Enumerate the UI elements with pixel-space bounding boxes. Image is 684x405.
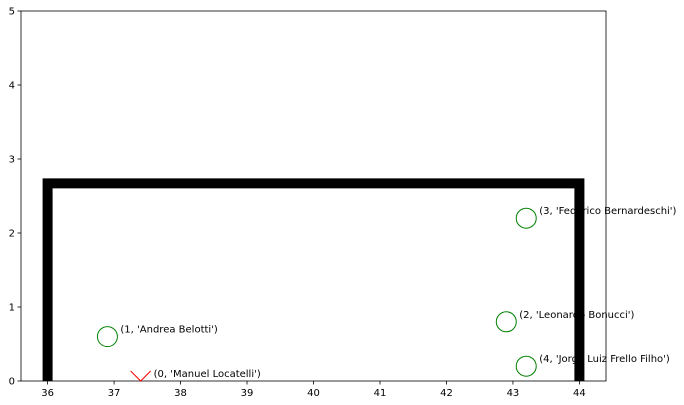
- shot-marker-circle: [495, 311, 517, 333]
- plot-frame: [20, 10, 607, 382]
- x-tick-label: 43: [507, 388, 520, 399]
- x-tick-label: 37: [108, 388, 121, 399]
- point-label: (2, 'Leonardo Bonucci'): [519, 310, 634, 321]
- goal-frame: [42, 178, 585, 381]
- x-tick-label: 40: [307, 388, 320, 399]
- y-tick-label: 2: [9, 229, 15, 240]
- x-tick-label: 38: [174, 388, 187, 399]
- point-label: (0, 'Manuel Locatelli'): [154, 369, 261, 380]
- shot-marker-triangle: [130, 370, 152, 382]
- x-tick-label: 42: [440, 388, 453, 399]
- shot-marker-circle: [96, 326, 118, 348]
- y-tick-label: 1: [9, 303, 15, 314]
- y-tick-label: 4: [9, 81, 15, 92]
- point-label: (4, 'Jorge Luiz Frello Filho'): [539, 354, 670, 365]
- shot-marker-circle: [515, 207, 537, 229]
- x-tick-label: 41: [374, 388, 387, 399]
- y-tick-label: 5: [9, 7, 15, 18]
- y-tick-label: 3: [9, 155, 15, 166]
- y-tick-label: 0: [9, 377, 15, 388]
- point-label: (3, 'Federico Bernardeschi'): [539, 206, 676, 217]
- x-tick-label: 44: [573, 388, 586, 399]
- shot-marker-circle: [515, 355, 537, 377]
- point-label: (1, 'Andrea Belotti'): [120, 325, 218, 336]
- x-tick-label: 39: [241, 388, 254, 399]
- x-tick-label: 36: [41, 388, 54, 399]
